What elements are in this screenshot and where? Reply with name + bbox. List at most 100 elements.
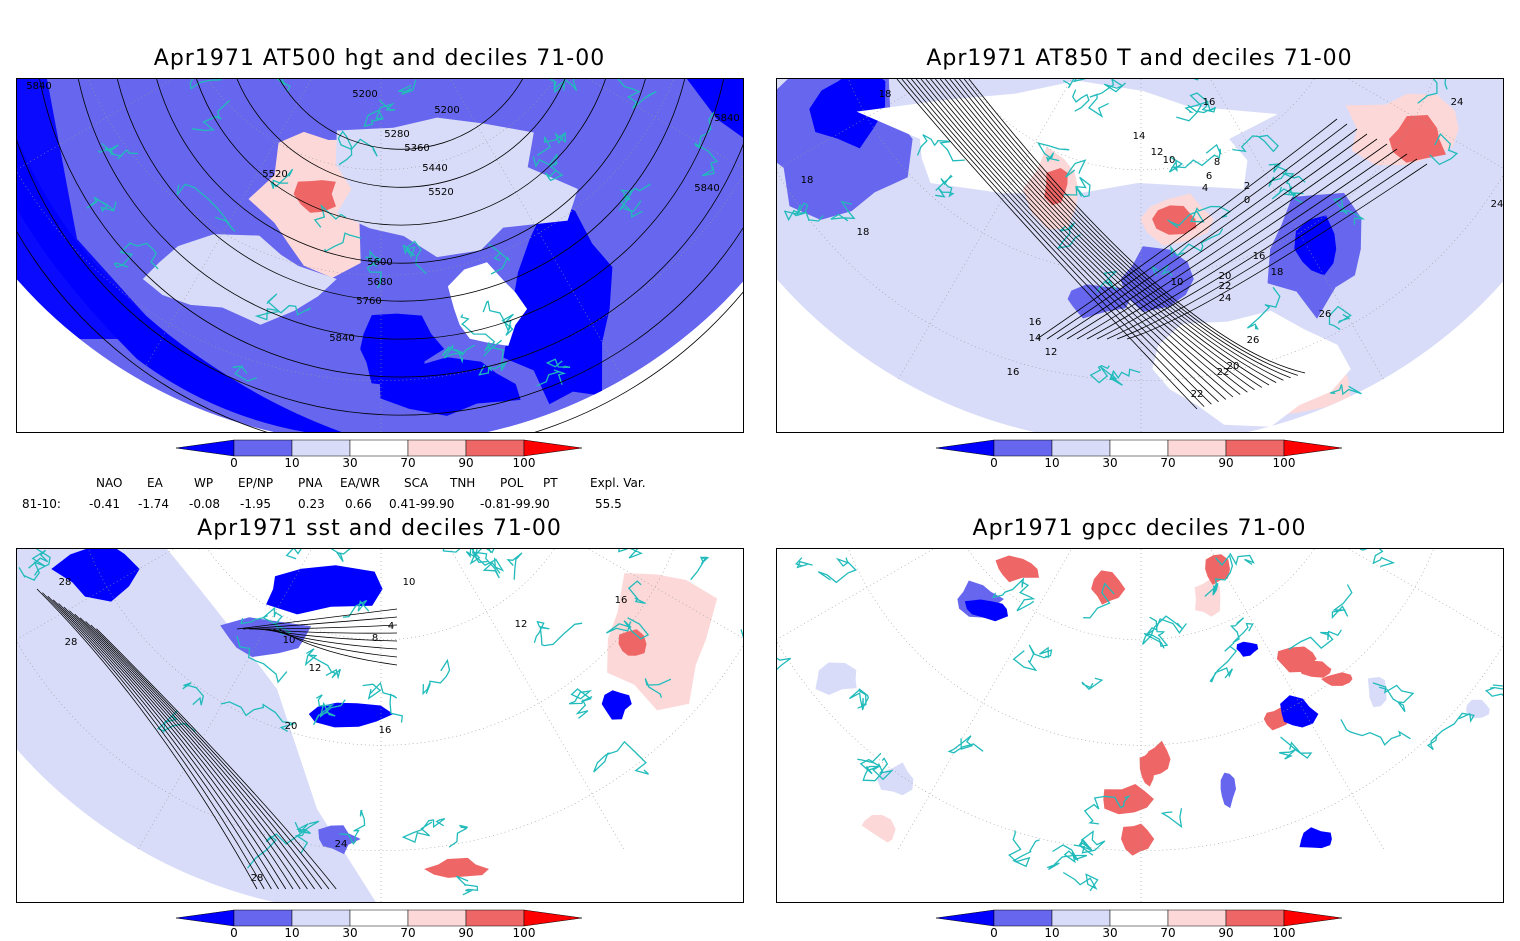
colorbar-arrow-right bbox=[523, 909, 583, 927]
coastline bbox=[1168, 143, 1222, 173]
sst-contour bbox=[69, 610, 301, 890]
coastline bbox=[97, 144, 119, 155]
sst-contour-label: 4 bbox=[388, 621, 394, 632]
coastline bbox=[1372, 682, 1415, 713]
coastline bbox=[568, 688, 593, 719]
coastline bbox=[455, 875, 479, 896]
sst-contour bbox=[266, 628, 398, 650]
map-gpcc-svg bbox=[777, 549, 1503, 902]
panel-title-sst: Apr1971 sst and deciles 71-00 bbox=[197, 516, 562, 541]
coastline bbox=[339, 809, 366, 845]
colorbar-tick-label: 30 bbox=[1102, 456, 1118, 470]
sst-contour-label: 28 bbox=[251, 873, 264, 884]
tele-header-nao: NAO bbox=[96, 476, 123, 490]
shade-mid-low bbox=[17, 549, 376, 902]
coastline bbox=[113, 242, 159, 270]
coastline bbox=[254, 293, 311, 321]
sst-contour bbox=[90, 624, 330, 890]
shade-very-low bbox=[809, 79, 886, 149]
coastline bbox=[1209, 642, 1238, 683]
t850-contour-label: 24 bbox=[1219, 293, 1232, 304]
colorbar-swatch bbox=[349, 439, 409, 457]
hgt500-contour-label: 5200 bbox=[434, 105, 459, 116]
coastline bbox=[478, 346, 508, 376]
coastline bbox=[1012, 644, 1053, 672]
coastline bbox=[830, 200, 856, 222]
colorbar-swatch bbox=[465, 909, 525, 927]
colorbar-swatch bbox=[1225, 439, 1285, 457]
colorbar-tick-label: 30 bbox=[1102, 926, 1118, 940]
hgt500-contour-label: 5840 bbox=[26, 81, 51, 92]
sst-contour-label: 10 bbox=[283, 635, 296, 646]
colorbar-svg bbox=[175, 439, 583, 457]
longitude-gridline bbox=[898, 79, 1073, 380]
panel-title-hgt500: Apr1971 AT500 hgt and deciles 71-00 bbox=[153, 46, 606, 71]
coastline bbox=[1184, 92, 1210, 114]
map-sst: 28 28 10 10 8 4 12 20 16 24 28 16 12 bbox=[16, 548, 744, 903]
coastline bbox=[1229, 617, 1254, 644]
colorbar-tick-label: 70 bbox=[400, 456, 416, 470]
t850-contour-label: 22 bbox=[1217, 367, 1230, 378]
panel-title-gpcc: Apr1971 gpcc deciles 71-00 bbox=[972, 516, 1307, 541]
sst-contour bbox=[242, 616, 398, 630]
t850-contour bbox=[949, 79, 1277, 383]
map-gpcc bbox=[776, 548, 1504, 903]
hgt500-contour-label: 5280 bbox=[384, 129, 409, 140]
coastline bbox=[618, 189, 642, 213]
coastline bbox=[506, 552, 523, 580]
sst-contour bbox=[47, 595, 272, 890]
t850-contour bbox=[1126, 163, 1428, 340]
tele-value-wp: -0.08 bbox=[189, 497, 221, 511]
longitude-gridline bbox=[588, 79, 743, 169]
coastline bbox=[285, 549, 302, 560]
sst-contour bbox=[85, 621, 323, 890]
longitude-gridline bbox=[1209, 79, 1384, 380]
t850-contour-label: 18 bbox=[857, 227, 870, 238]
t850-contour-label: 14 bbox=[1133, 131, 1146, 142]
coastline bbox=[859, 752, 884, 782]
tele-header-wp: WP bbox=[194, 476, 214, 490]
coastline bbox=[1141, 618, 1187, 649]
panel-title-t850: Apr1971 AT850 T and deciles 71-00 bbox=[926, 46, 1353, 71]
coastline bbox=[330, 549, 351, 563]
colorbar-swatch bbox=[993, 439, 1053, 457]
coastline bbox=[817, 557, 857, 584]
shade-low bbox=[318, 825, 361, 855]
colorbar-tick-label: 30 bbox=[342, 456, 358, 470]
shade-very-low bbox=[266, 565, 383, 615]
coastline bbox=[401, 817, 446, 843]
t850-contour-label: 18 bbox=[879, 89, 892, 100]
coastline bbox=[947, 735, 984, 754]
coastline bbox=[694, 111, 719, 177]
precip-patch bbox=[1220, 772, 1236, 809]
coastline bbox=[1330, 384, 1362, 396]
coastline bbox=[618, 549, 643, 559]
coastline bbox=[176, 183, 236, 232]
precip-patch bbox=[815, 662, 857, 695]
longitude-gridline bbox=[898, 549, 1073, 850]
tele-value-ea: -1.74 bbox=[138, 497, 170, 511]
coastline bbox=[1149, 615, 1183, 648]
t850-contour-label: 16 bbox=[1029, 317, 1042, 328]
coastline bbox=[1170, 228, 1224, 258]
shade-very-low bbox=[51, 549, 140, 602]
coastline bbox=[563, 79, 578, 92]
colorbar-swatch bbox=[349, 909, 409, 927]
colorbar-tick-label: 90 bbox=[1218, 926, 1234, 940]
t850-contour bbox=[1086, 143, 1388, 340]
coastline bbox=[1328, 305, 1352, 331]
tele-value-eawr: 0.66 bbox=[345, 497, 372, 511]
coastline bbox=[1340, 719, 1411, 746]
sst-contour-label: 24 bbox=[335, 839, 348, 850]
coastline bbox=[549, 79, 566, 94]
t850-contour bbox=[1116, 158, 1418, 340]
t850-contour-label: 22 bbox=[1191, 389, 1204, 400]
hgt500-contour-label: 5840 bbox=[694, 183, 719, 194]
colorbar-tick-label: 100 bbox=[512, 926, 536, 940]
t850-contour bbox=[915, 79, 1227, 400]
precip-patch bbox=[1367, 677, 1387, 707]
precip-patch bbox=[1299, 660, 1332, 678]
t850-contour bbox=[944, 79, 1270, 386]
coastline bbox=[1288, 629, 1342, 650]
